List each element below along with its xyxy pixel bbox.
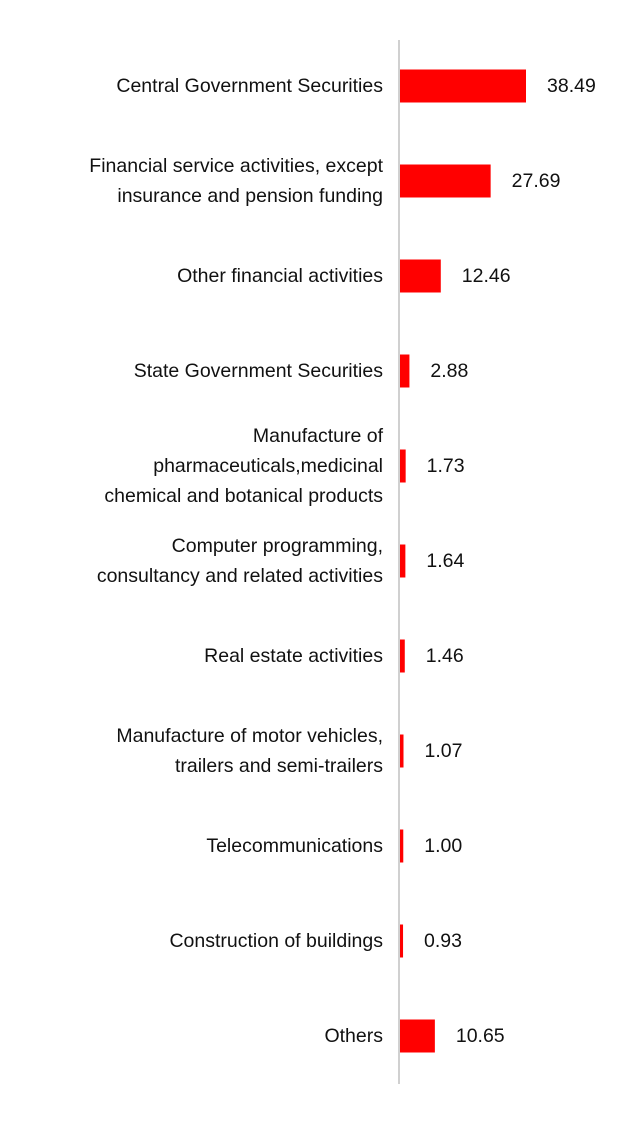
bar-value-label: 27.69: [512, 170, 561, 192]
category-label: chemical and botanical products: [104, 485, 383, 507]
bar: [400, 544, 406, 578]
bar-value-label: 1.46: [426, 645, 464, 667]
category-label: Central Government Securities: [116, 75, 383, 97]
bar: [400, 734, 404, 768]
bars-group: [400, 69, 526, 1053]
bar: [400, 924, 404, 958]
bar-value-label: 1.73: [427, 455, 465, 477]
bar-value-label: 2.88: [430, 360, 468, 382]
category-label: Computer programming,: [172, 535, 383, 557]
bar: [400, 69, 526, 103]
value-labels: 38.49 27.69 12.46 2.88 1.73 1.64 1.46 1.07 1.00 0…: [424, 75, 596, 1047]
bar: [400, 164, 491, 198]
bar: [400, 259, 441, 293]
bar: [400, 449, 406, 483]
category-label: Manufacture of: [253, 425, 384, 447]
category-labels: Central Government Securities Financial s…: [89, 75, 383, 1047]
category-label: Others: [324, 1025, 383, 1047]
category-label: insurance and pension funding: [117, 185, 383, 207]
bar-value-label: 10.65: [456, 1025, 505, 1047]
bar: [400, 354, 410, 388]
category-label: State Government Securities: [134, 360, 384, 382]
category-label: Construction of buildings: [169, 930, 383, 952]
bar-value-label: 1.07: [425, 740, 463, 762]
bar-value-label: 1.00: [424, 835, 462, 857]
bar: [400, 829, 404, 863]
category-label: Manufacture of motor vehicles,: [116, 725, 383, 747]
bar-value-label: 38.49: [547, 75, 596, 97]
bar-value-label: 1.64: [426, 550, 464, 572]
bar-value-label: 0.93: [424, 930, 462, 952]
bar: [400, 1019, 435, 1053]
bar-value-label: 12.46: [462, 265, 511, 287]
category-label: Financial service activities, except: [89, 155, 383, 177]
category-label: Real estate activities: [204, 645, 383, 667]
category-label: trailers and semi-trailers: [175, 755, 383, 777]
category-label: pharmaceuticals,medicinal: [153, 455, 383, 477]
bar: [400, 639, 405, 673]
category-label: consultancy and related activities: [97, 565, 383, 587]
category-label: Telecommunications: [206, 835, 383, 857]
category-label: Other financial activities: [177, 265, 383, 287]
